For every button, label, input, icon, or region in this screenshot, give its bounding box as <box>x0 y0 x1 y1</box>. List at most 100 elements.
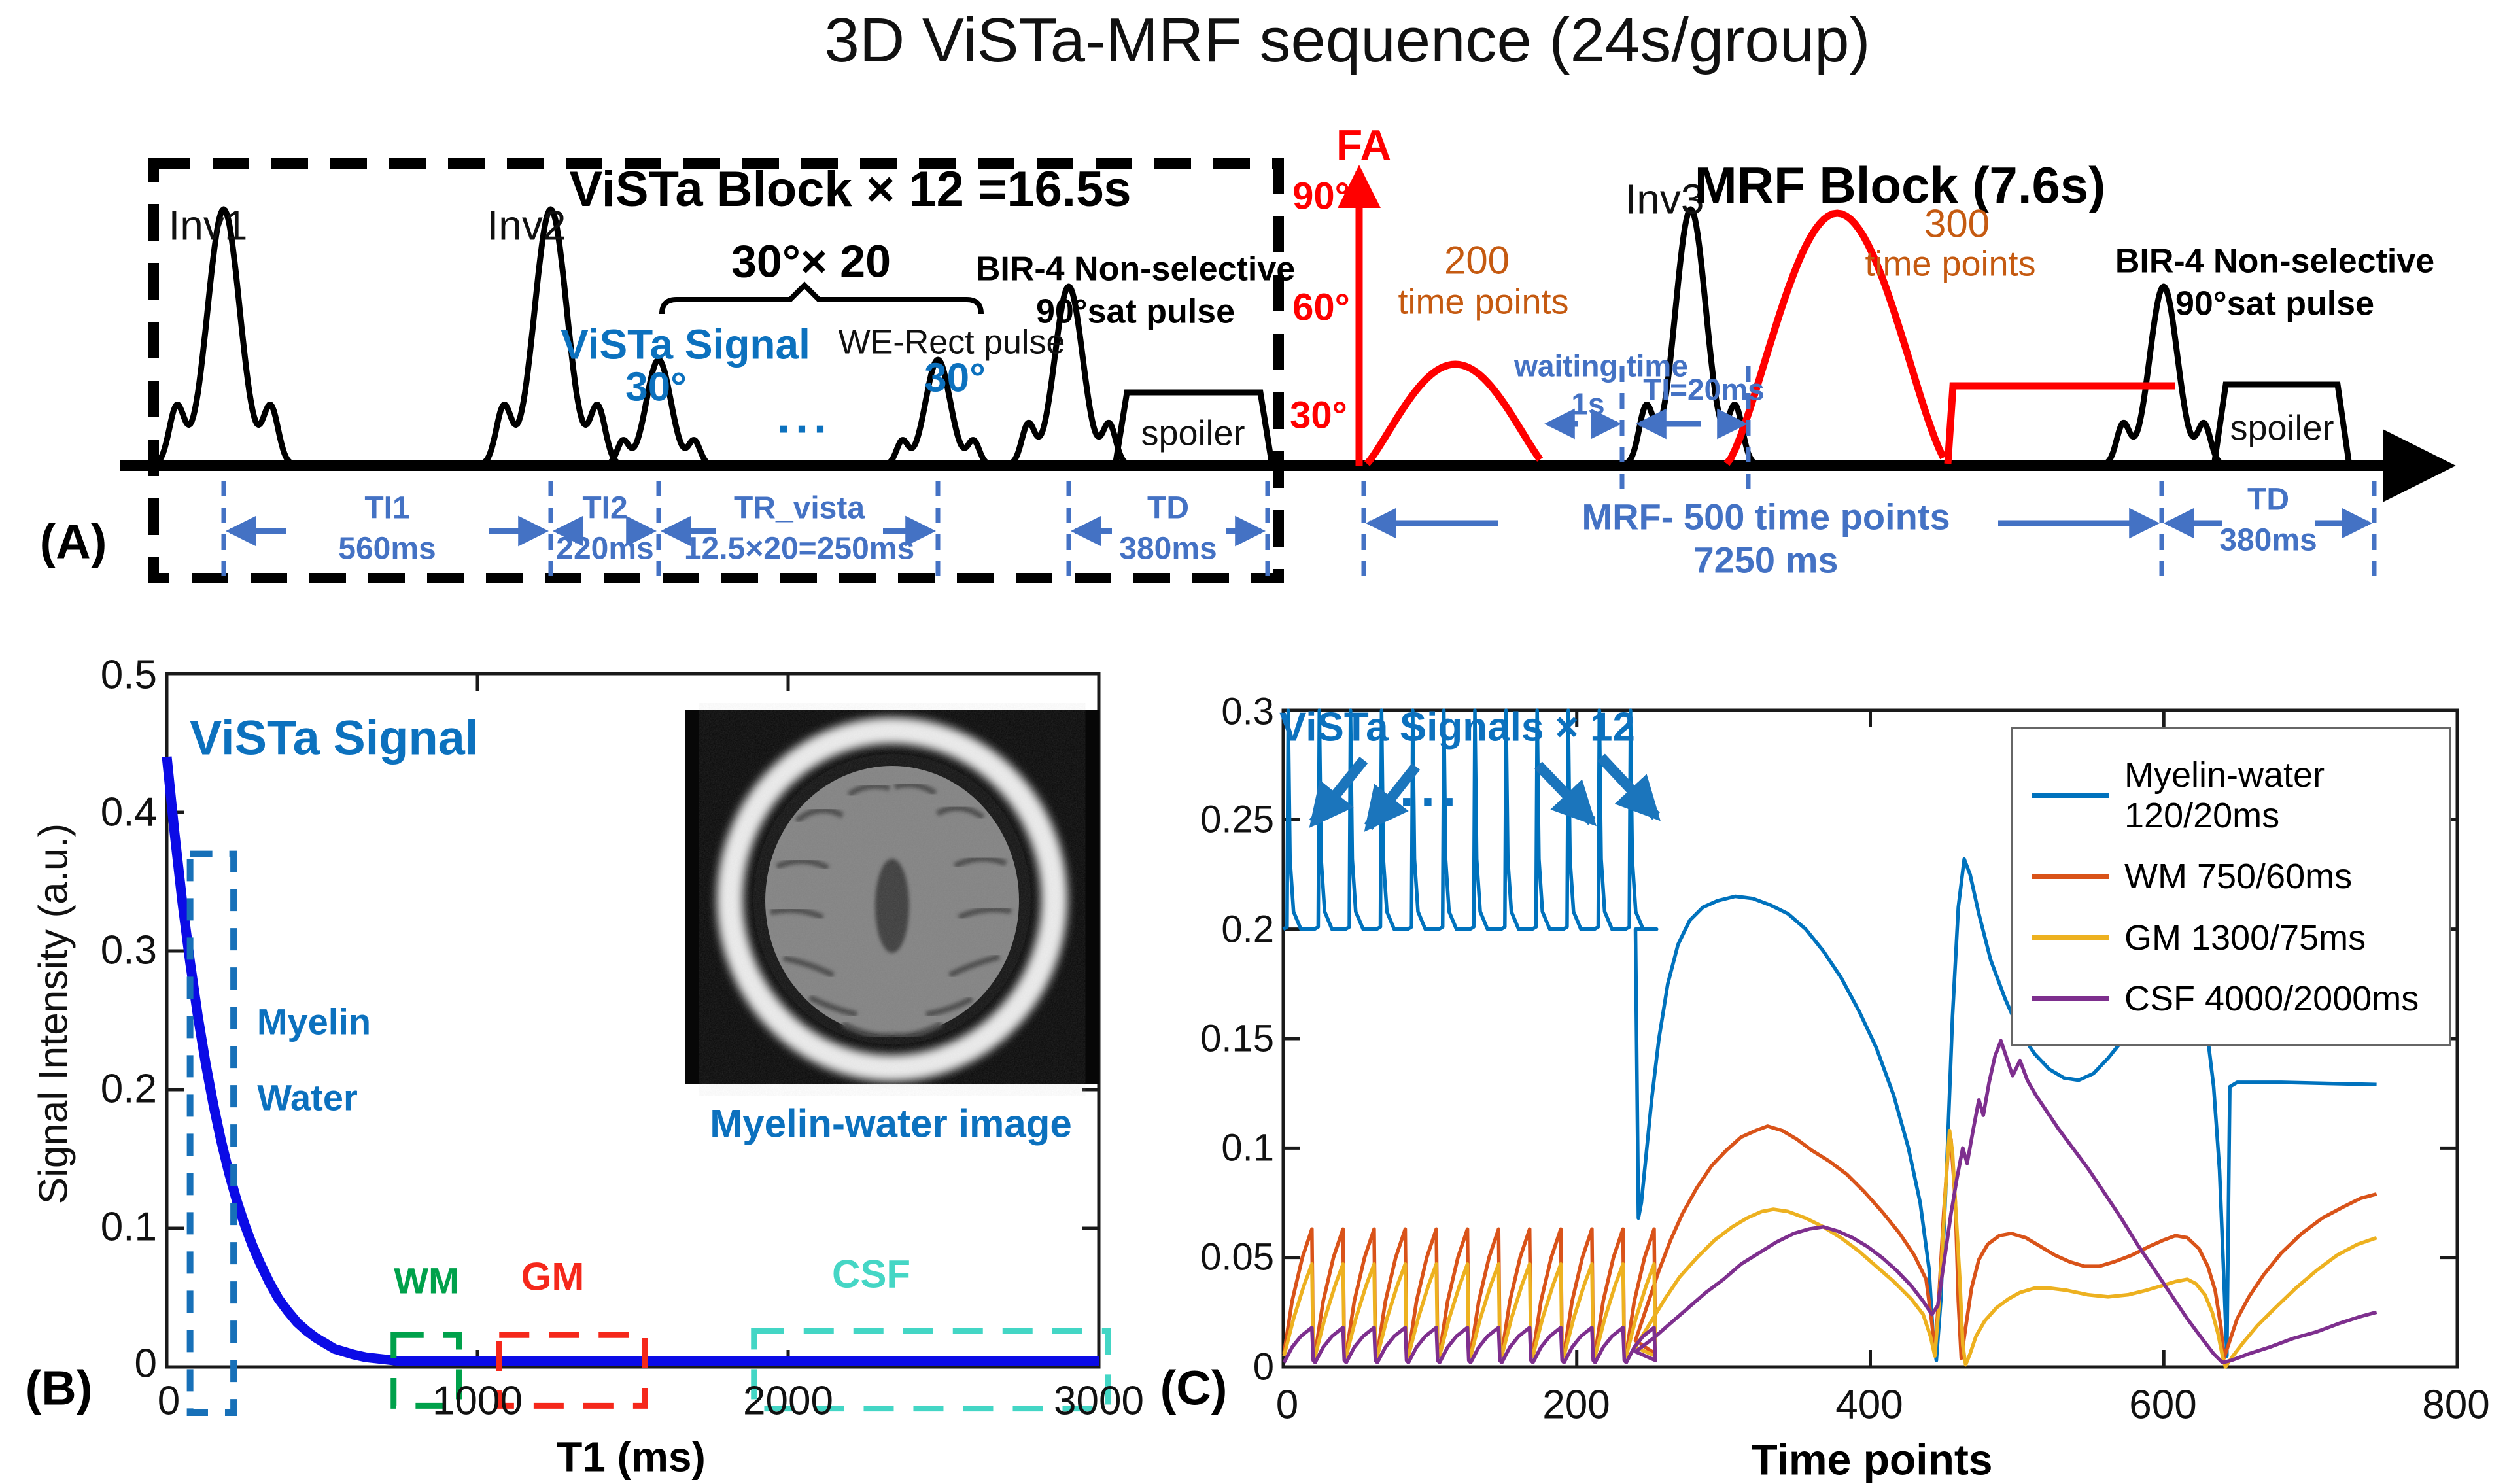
annotation-box-csf <box>751 1328 1111 1412</box>
fa-axis-label: FA <box>1336 120 1392 169</box>
panelC-ytick-025: 0.25 <box>1200 798 1274 841</box>
legend-label-myelin: Myelin-water 120/20ms <box>2124 755 2325 836</box>
panelC-xtick-200: 200 <box>1542 1382 1610 1428</box>
panelC-legend: Myelin-water 120/20ms WM 750/60ms GM 130… <box>2011 727 2451 1046</box>
vista-block-dashed-box <box>148 158 1284 583</box>
spoiler-gradient-1 <box>1112 389 1275 466</box>
fa30-first-label: 30° <box>625 364 687 410</box>
legend-swatch-myelin <box>2032 793 2109 798</box>
panelC-ytick-02: 0.2 <box>1221 908 1274 951</box>
panelC-ytick-015: 0.15 <box>1200 1017 1274 1060</box>
vista-signals-arrow-1 <box>1364 763 1421 832</box>
inv2-pulse <box>473 206 629 468</box>
panelA-label: (A) <box>39 514 107 569</box>
vista-signals-arrow-3 <box>1597 753 1661 821</box>
timing-td-value: 380ms <box>1119 531 1217 566</box>
legend-label-wm: WM 750/60ms <box>2124 857 2353 897</box>
panelC-ytick-005: 0.05 <box>1200 1235 1274 1279</box>
timing-ti1-value: 560ms <box>338 531 436 566</box>
inv1-label: Inv1 <box>168 201 248 249</box>
timing-ti2-value: 220ms <box>556 531 654 566</box>
timing-ti1-name: TI1 <box>364 491 410 526</box>
panelC-ytick-03: 0.3 <box>1221 690 1274 733</box>
series-gm <box>1282 1128 2377 1369</box>
legend-item-csf: CSF 4000/2000ms <box>2013 978 2449 1019</box>
timing-trvista-value: 12.5×20=250ms <box>683 531 915 566</box>
spoiler-label-2: spoiler <box>2230 408 2334 448</box>
vista-signal-plot-title: ViSTa Signal <box>190 710 479 765</box>
panelC-ytick-01: 0.1 <box>1221 1126 1274 1169</box>
legend-swatch-wm <box>2032 874 2109 879</box>
mrf-span-line2: 7250 ms <box>1693 539 1839 581</box>
waiting-time-label: waiting time <box>1514 349 1688 383</box>
panelC-ytick-0: 0 <box>1253 1345 1274 1389</box>
timing-trvista-name: TR_vista <box>733 491 865 526</box>
panelC-xtick-800: 800 <box>2422 1382 2490 1428</box>
flip-angle-times-label: 30°× 20 <box>731 235 891 287</box>
series-csf <box>1282 1039 2377 1365</box>
ti20-label: TI=20ms <box>1643 372 1765 407</box>
panelB-ytick-04: 0.4 <box>100 789 157 835</box>
flip-angle-bracket <box>659 281 984 315</box>
fa-flat-tail <box>1944 382 2175 464</box>
myelin-water-image-caption: Myelin-water image <box>710 1101 1072 1146</box>
bir4-label-2-line2: 90°sat pulse <box>2175 285 2375 323</box>
inv2-label: Inv2 <box>487 201 566 249</box>
td2-name: TD <box>2247 482 2289 517</box>
vista-signal-label-A: ViSTa Signal <box>561 320 810 368</box>
panelB-xtick-3000: 3000 <box>1054 1378 1144 1424</box>
td2-value: 380ms <box>2219 523 2317 558</box>
spoiler-gradient-2 <box>2211 381 2353 466</box>
gm-box-label: GM <box>521 1254 585 1299</box>
vista-signals-x12-annotation: ViSTa Signals × 12 <box>1279 704 1635 750</box>
mrf-block-label: MRF Block (7.6s) <box>1694 156 2106 215</box>
bir4-label-2-line1: BIR-4 Non-selective <box>2115 242 2435 281</box>
panelB-xtick-2000: 2000 <box>743 1378 833 1424</box>
we-rect-pulse-label: WE-Rect pulse <box>838 323 1065 362</box>
panelB-xlabel: T1 (ms) <box>557 1433 706 1481</box>
fa-hump-200 <box>1364 360 1544 466</box>
panelA-sequence-diagram <box>120 158 2456 583</box>
panelC-xtick-0: 0 <box>1275 1382 1299 1428</box>
sat-pulse-2 <box>2096 283 2231 468</box>
inv3-label: Inv3 <box>1625 175 1704 223</box>
image-noise <box>731 736 1053 1063</box>
fa-tick-60: 60° <box>1292 286 1350 329</box>
bir4-label-1-line1: BIR-4 Non-selective <box>975 250 1296 288</box>
panelC-label: (C) <box>1160 1360 1228 1415</box>
tp200-text: time points <box>1398 282 1569 322</box>
legend-item-myelin: Myelin-water 120/20ms <box>2013 755 2449 836</box>
panelB-ytick-01: 0.1 <box>100 1204 157 1250</box>
panelB-ytick-0: 0 <box>134 1341 157 1387</box>
bir4-label-1-line2: 90°sat pulse <box>1035 292 1236 331</box>
annotation-box-wm <box>390 1332 462 1409</box>
panelB-ytick-05: 0.5 <box>100 652 157 698</box>
tp300-text: time points <box>1865 244 2036 284</box>
figure-title: 3D ViSTa-MRF sequence (24s/group) <box>824 5 1871 76</box>
wm-box-label: WM <box>394 1260 459 1302</box>
excitation-pulse-30-first <box>599 356 718 468</box>
panelC-xtick-600: 600 <box>2129 1382 2197 1428</box>
inv1-pulse <box>146 206 302 468</box>
mrf-span-line1: MRF- 500 time points <box>1582 496 1950 538</box>
skull-ring <box>717 717 1067 1081</box>
fa-tick-30: 30° <box>1290 394 1347 437</box>
legend-item-gm: GM 1300/75ms <box>2013 918 2449 958</box>
vista-block-label: ViSTa Block × 12 =16.5s <box>569 162 1132 218</box>
tp300-number: 300 <box>1924 201 1990 246</box>
panelB-ylabel: Signal Intensity (a.u.) <box>31 823 77 1205</box>
vista-decay-curve <box>162 756 1099 1366</box>
fa-hump-300 <box>1723 209 1947 466</box>
legend-label-gm: GM 1300/75ms <box>2124 918 2366 958</box>
spoiler-label-1: spoiler <box>1141 413 1245 453</box>
timing-ti2-name: TI2 <box>582 491 628 526</box>
legend-item-wm: WM 750/60ms <box>2013 856 2449 897</box>
myelin-water-label-line1: Myelin <box>256 1001 372 1043</box>
series-wm <box>1282 1124 2377 1360</box>
fa30-second-label: 30° <box>924 355 986 401</box>
waiting-time-value: 1s <box>1571 387 1605 421</box>
fa-tick-90: 90° <box>1292 175 1350 218</box>
vista-signals-arrow-2 <box>1534 761 1597 827</box>
